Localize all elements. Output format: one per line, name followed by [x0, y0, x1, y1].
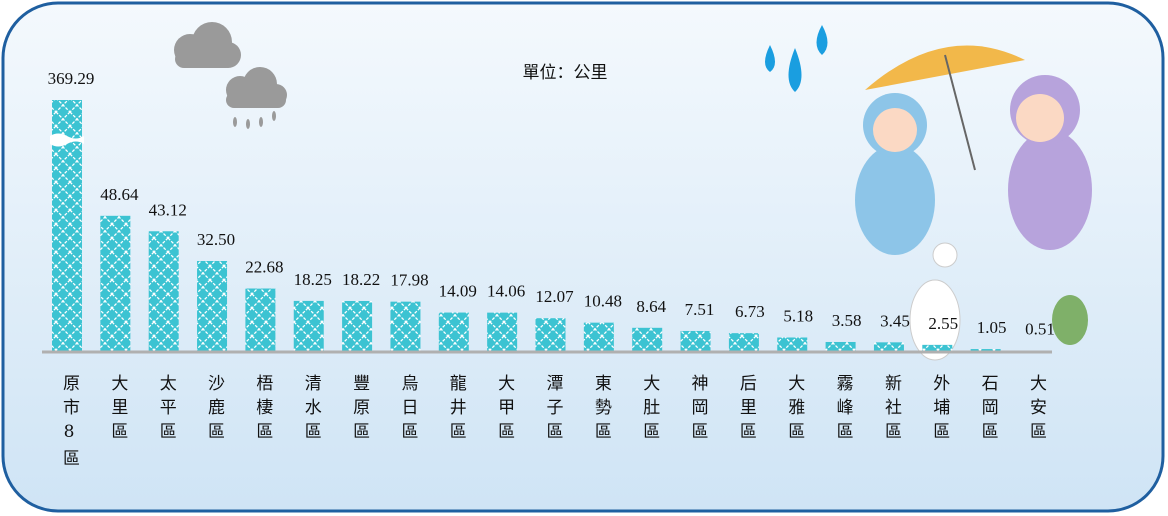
category-label: 東勢區	[590, 374, 611, 446]
bar	[293, 300, 324, 352]
category-label: 石岡區	[977, 374, 998, 446]
bar	[922, 344, 953, 352]
raindrops	[765, 25, 828, 92]
value-label: 6.73	[735, 302, 765, 321]
value-label: 1.05	[977, 318, 1007, 337]
value-label: 14.06	[487, 282, 525, 301]
value-label: 18.25	[294, 270, 332, 289]
category-label: 潭子區	[542, 374, 563, 446]
value-label: 14.09	[439, 282, 477, 301]
bar	[438, 312, 469, 352]
value-label: 8.64	[636, 297, 666, 316]
value-label: 43.12	[149, 200, 187, 219]
kids-illustration	[855, 45, 1092, 361]
category-label: 大里區	[107, 374, 128, 446]
category-label: 神岡區	[687, 374, 708, 446]
category-label: 大雅區	[784, 374, 805, 446]
bar	[535, 318, 566, 352]
category-label: 沙鹿區	[204, 374, 225, 446]
category-label: 原市8區	[59, 374, 79, 473]
value-label: 7.51	[685, 300, 715, 319]
category-label: 大甲區	[494, 374, 515, 446]
bar	[728, 333, 759, 352]
category-label: 霧峰區	[832, 374, 853, 446]
bar	[680, 330, 711, 352]
value-label: 2.55	[928, 314, 958, 333]
value-label: 12.07	[535, 287, 574, 306]
category-label: 豐原區	[349, 374, 370, 446]
bar	[873, 342, 904, 352]
category-label: 太平區	[155, 374, 176, 446]
category-label: 大安區	[1026, 374, 1046, 446]
value-label: 3.58	[832, 311, 862, 330]
category-label: 龍井區	[445, 374, 466, 446]
category-label: 烏日區	[397, 374, 418, 446]
category-label: 清水區	[300, 374, 321, 446]
category-label: 外埔區	[929, 374, 950, 446]
bar	[825, 341, 856, 352]
category-label: 梧棲區	[252, 374, 273, 446]
value-label: 22.68	[245, 257, 283, 276]
value-label: 5.18	[783, 306, 813, 325]
unit-title: 單位：公里	[523, 63, 608, 82]
value-label: 10.48	[584, 292, 622, 311]
bar	[148, 231, 179, 352]
category-label: 新社區	[880, 374, 901, 446]
bar	[632, 327, 663, 352]
value-label: 32.50	[197, 230, 235, 249]
value-label: 3.45	[880, 311, 910, 330]
value-label: 17.98	[390, 271, 428, 290]
category-label: 大肚區	[639, 374, 660, 446]
value-label: 0.51	[1025, 320, 1055, 339]
bar	[245, 288, 276, 352]
value-label: 48.64	[100, 185, 139, 204]
value-label: 369.29	[48, 69, 95, 88]
bar	[100, 215, 131, 352]
axis-break	[50, 133, 84, 147]
value-label: 18.22	[342, 270, 380, 289]
category-label: 后里區	[735, 374, 756, 446]
bar	[197, 261, 228, 352]
clouds	[174, 22, 287, 129]
bar	[777, 337, 808, 352]
bar	[390, 301, 421, 352]
bar	[583, 322, 614, 352]
bar	[487, 312, 518, 352]
bar	[342, 300, 373, 352]
